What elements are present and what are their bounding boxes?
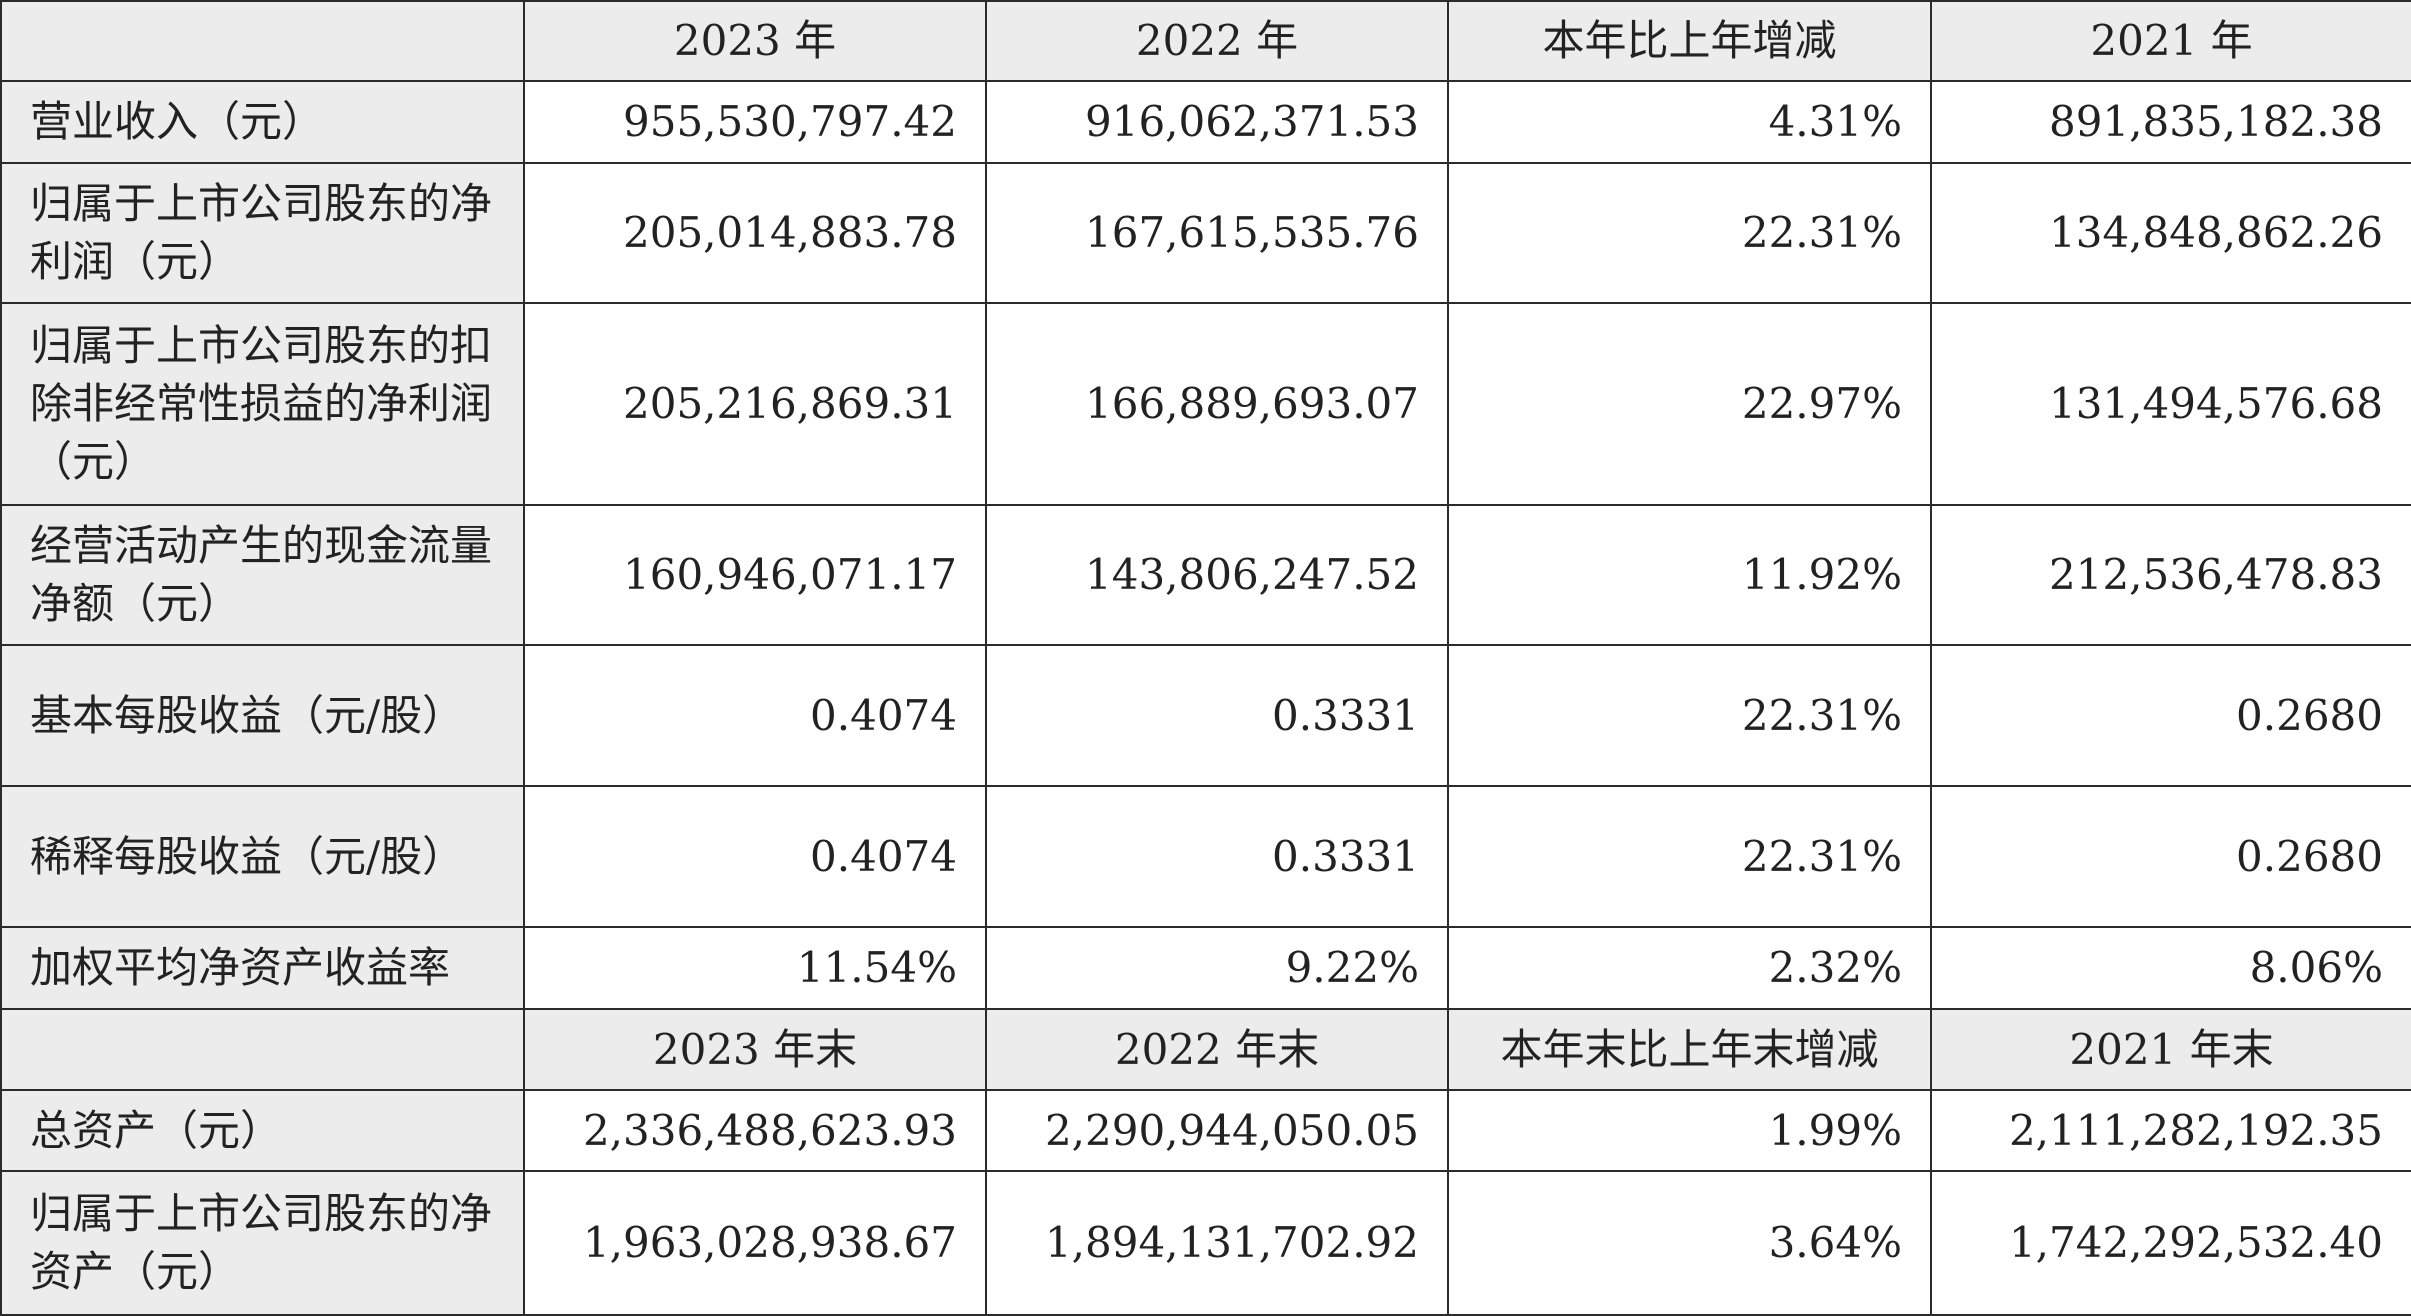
value-cell: 4.31% [1447, 80, 1932, 164]
table-row: 总资产（元） 2,336,488,623.93 2,290,944,050.05… [0, 1089, 2411, 1172]
header-row-year-end: 2023 年末 2022 年末 本年末比上年末增减 2021 年末 [0, 1008, 2411, 1091]
value-cell: 916,062,371.53 [985, 80, 1449, 164]
row-label: 加权平均净资产收益率 [0, 926, 525, 1010]
header-cell-2023-end: 2023 年末 [523, 1008, 987, 1091]
table-row: 基本每股收益（元/股） 0.4074 0.3331 22.31% 0.2680 [0, 644, 2411, 787]
value-cell: 205,014,883.78 [523, 162, 987, 304]
value-cell: 1,963,028,938.67 [523, 1170, 987, 1316]
value-cell: 1,742,292,532.40 [1930, 1170, 2411, 1316]
header-cell-empty [0, 0, 525, 82]
header-cell-2022: 2022 年 [985, 0, 1449, 82]
value-cell: 2,336,488,623.93 [523, 1089, 987, 1172]
value-cell: 0.4074 [523, 644, 987, 787]
table-row: 营业收入（元） 955,530,797.42 916,062,371.53 4.… [0, 80, 2411, 164]
value-cell: 0.2680 [1930, 785, 2411, 928]
value-cell: 11.92% [1447, 504, 1932, 646]
row-label: 营业收入（元） [0, 80, 525, 164]
row-label: 归属于上市公司股东的净利润（元） [0, 162, 525, 304]
value-cell: 160,946,071.17 [523, 504, 987, 646]
table-row: 加权平均净资产收益率 11.54% 9.22% 2.32% 8.06% [0, 926, 2411, 1010]
table-row: 归属于上市公司股东的扣除非经常性损益的净利润（元） 205,216,869.31… [0, 302, 2411, 506]
row-label: 基本每股收益（元/股） [0, 644, 525, 787]
value-cell: 22.31% [1447, 644, 1932, 787]
value-cell: 1.99% [1447, 1089, 1932, 1172]
value-cell: 212,536,478.83 [1930, 504, 2411, 646]
value-cell: 8.06% [1930, 926, 2411, 1010]
value-cell: 891,835,182.38 [1930, 80, 2411, 164]
header-cell-2023: 2023 年 [523, 0, 987, 82]
value-cell: 3.64% [1447, 1170, 1932, 1316]
header-row-annual: 2023 年 2022 年 本年比上年增减 2021 年 [0, 0, 2411, 82]
value-cell: 22.31% [1447, 785, 1932, 928]
value-cell: 2,111,282,192.35 [1930, 1089, 2411, 1172]
row-label: 归属于上市公司股东的扣除非经常性损益的净利润（元） [0, 302, 525, 506]
value-cell: 0.4074 [523, 785, 987, 928]
value-cell: 0.2680 [1930, 644, 2411, 787]
value-cell: 22.97% [1447, 302, 1932, 506]
value-cell: 2.32% [1447, 926, 1932, 1010]
header-cell-2022-end: 2022 年末 [985, 1008, 1449, 1091]
value-cell: 0.3331 [985, 785, 1449, 928]
table-row: 归属于上市公司股东的净资产（元） 1,963,028,938.67 1,894,… [0, 1170, 2411, 1316]
table-row: 稀释每股收益（元/股） 0.4074 0.3331 22.31% 0.2680 [0, 785, 2411, 928]
header-cell-empty [0, 1008, 525, 1091]
header-cell-change-end: 本年末比上年末增减 [1447, 1008, 1932, 1091]
value-cell: 166,889,693.07 [985, 302, 1449, 506]
header-cell-2021-end: 2021 年末 [1930, 1008, 2411, 1091]
value-cell: 9.22% [985, 926, 1449, 1010]
table-row: 归属于上市公司股东的净利润（元） 205,014,883.78 167,615,… [0, 162, 2411, 304]
header-cell-2021: 2021 年 [1930, 0, 2411, 82]
row-label: 归属于上市公司股东的净资产（元） [0, 1170, 525, 1316]
row-label: 稀释每股收益（元/股） [0, 785, 525, 928]
value-cell: 1,894,131,702.92 [985, 1170, 1449, 1316]
value-cell: 131,494,576.68 [1930, 302, 2411, 506]
value-cell: 955,530,797.42 [523, 80, 987, 164]
value-cell: 11.54% [523, 926, 987, 1010]
value-cell: 22.31% [1447, 162, 1932, 304]
row-label: 经营活动产生的现金流量净额（元） [0, 504, 525, 646]
value-cell: 2,290,944,050.05 [985, 1089, 1449, 1172]
table-row: 经营活动产生的现金流量净额（元） 160,946,071.17 143,806,… [0, 504, 2411, 646]
header-cell-change: 本年比上年增减 [1447, 0, 1932, 82]
value-cell: 143,806,247.52 [985, 504, 1449, 646]
row-label: 总资产（元） [0, 1089, 525, 1172]
value-cell: 167,615,535.76 [985, 162, 1449, 304]
value-cell: 205,216,869.31 [523, 302, 987, 506]
value-cell: 0.3331 [985, 644, 1449, 787]
value-cell: 134,848,862.26 [1930, 162, 2411, 304]
